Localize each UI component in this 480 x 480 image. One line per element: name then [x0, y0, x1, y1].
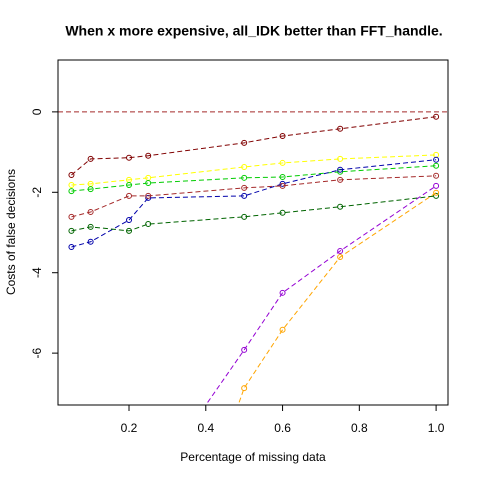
plot-frame: [57, 59, 449, 406]
data-point: [279, 326, 286, 333]
data-point: [279, 209, 286, 216]
data-point: [337, 254, 344, 261]
data-point: [279, 180, 286, 187]
y-axis-label: Costs of false decisions: [4, 169, 18, 295]
data-point: [433, 162, 440, 169]
data-point: [145, 180, 152, 187]
data-point: [68, 227, 75, 234]
data-point: [126, 154, 133, 161]
data-point: [337, 203, 344, 210]
data-point: [337, 125, 344, 132]
data-point: [433, 182, 440, 189]
chart-title: When x more expensive, all_IDK better th…: [65, 23, 442, 39]
data-point: [433, 172, 440, 179]
series-line: [71, 175, 437, 218]
data-point: [241, 192, 248, 199]
data-point: [87, 155, 94, 162]
data-point: [337, 176, 344, 183]
data-point: [68, 182, 75, 189]
data-point: [241, 213, 248, 220]
data-point: [433, 189, 440, 196]
data-point: [241, 385, 248, 392]
x-tick-label: 0.6: [274, 421, 291, 435]
data-point: [87, 208, 94, 215]
data-point: [87, 186, 94, 193]
x-tick-label: 1.0: [428, 421, 445, 435]
data-point: [337, 166, 344, 173]
data-point: [279, 174, 286, 181]
series-line: [237, 192, 437, 405]
series-line: [71, 159, 437, 248]
data-point: [126, 217, 133, 224]
series-line: [71, 195, 437, 232]
y-tick-label: -4: [30, 267, 44, 278]
data-point: [241, 163, 248, 170]
data-point: [145, 192, 152, 199]
x-axis-label: Percentage of missing data: [180, 450, 326, 464]
data-point: [279, 182, 286, 189]
data-point: [145, 221, 152, 228]
series-line: [71, 165, 437, 192]
plot-area: [58, 111, 448, 405]
data-point: [337, 247, 344, 254]
y-tick-label: 0: [30, 108, 44, 115]
data-point: [279, 159, 286, 166]
data-point: [126, 227, 133, 234]
data-point: [87, 223, 94, 230]
data-point: [433, 156, 440, 163]
data-point: [145, 152, 152, 159]
data-point: [279, 289, 286, 296]
data-point: [126, 192, 133, 199]
x-tick-label: 0.8: [351, 421, 368, 435]
data-point: [433, 192, 440, 199]
data-point: [68, 243, 75, 250]
data-point: [241, 184, 248, 191]
series-line: [71, 154, 437, 186]
series-line: [71, 116, 437, 176]
y-tick-label: -6: [30, 347, 44, 358]
data-point: [87, 238, 94, 245]
series-line: [205, 185, 437, 405]
data-point: [241, 346, 248, 353]
data-point: [337, 155, 344, 162]
x-tick-label: 0.4: [197, 421, 214, 435]
data-point: [241, 174, 248, 181]
data-point: [279, 132, 286, 139]
data-point: [68, 188, 75, 195]
x-tick-label: 0.2: [121, 421, 138, 435]
data-point: [126, 182, 133, 189]
data-point: [68, 172, 75, 178]
data-point: [68, 213, 75, 220]
data-point: [433, 113, 440, 120]
data-point: [241, 139, 248, 146]
y-tick-label: -2: [30, 187, 44, 198]
